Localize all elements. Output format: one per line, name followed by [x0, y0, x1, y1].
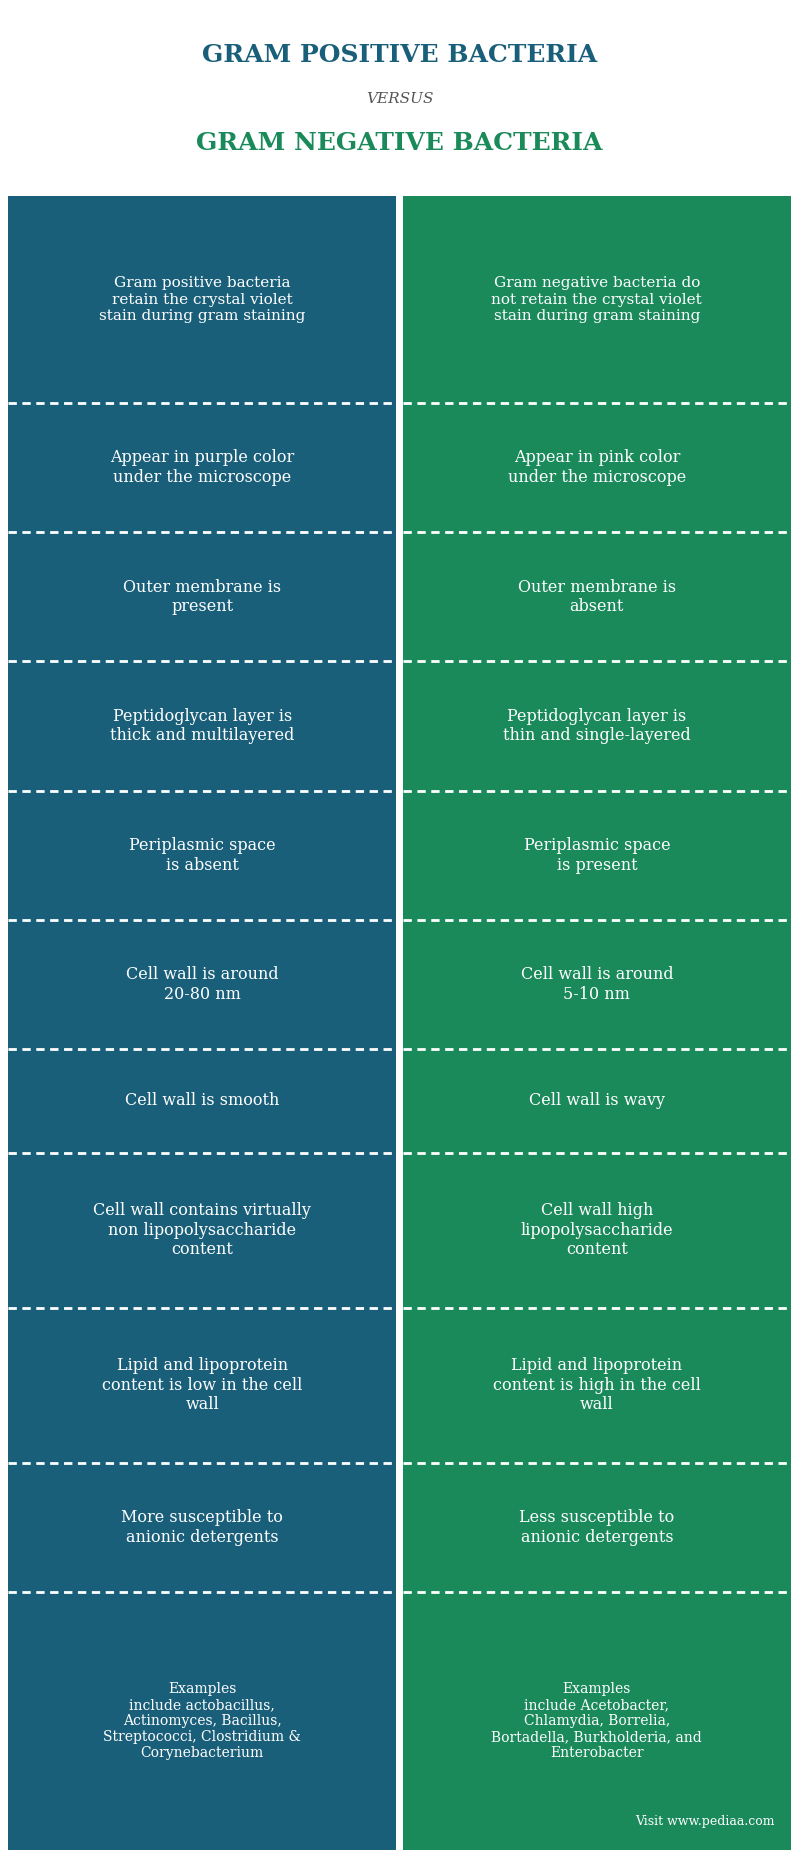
Text: Outer membrane is
present: Outer membrane is present — [123, 579, 281, 615]
Bar — [8, 662, 396, 791]
Text: VERSUS: VERSUS — [366, 92, 433, 105]
Bar — [8, 1049, 396, 1153]
Text: Examples
include Acetobacter,
Chlamydia, Borrelia,
Bortadella, Burkholderia, and: Examples include Acetobacter, Chlamydia,… — [491, 1682, 702, 1761]
Text: Examples
include actobacillus,
Actinomyces, Bacillus,
Streptococci, Clostridium : Examples include actobacillus, Actinomyc… — [103, 1682, 301, 1761]
Bar — [403, 1153, 791, 1308]
Text: Outer membrane is
absent: Outer membrane is absent — [518, 579, 676, 615]
Text: Peptidoglycan layer is
thick and multilayered: Peptidoglycan layer is thick and multila… — [110, 708, 294, 744]
Text: Peptidoglycan layer is
thin and single-layered: Peptidoglycan layer is thin and single-l… — [503, 708, 690, 744]
Text: Cell wall high
lipopolysaccharide
content: Cell wall high lipopolysaccharide conten… — [520, 1202, 674, 1258]
Bar — [8, 1308, 396, 1463]
Bar — [403, 1592, 791, 1850]
Bar — [403, 404, 791, 533]
Bar — [403, 1463, 791, 1592]
Bar — [8, 1592, 396, 1850]
Text: Gram positive bacteria
retain the crystal violet
stain during gram staining: Gram positive bacteria retain the crysta… — [99, 277, 305, 323]
Text: Cell wall is wavy: Cell wall is wavy — [529, 1091, 665, 1110]
Text: Gram negative bacteria do
not retain the crystal violet
stain during gram staini: Gram negative bacteria do not retain the… — [491, 277, 702, 323]
Text: More susceptible to
anionic detergents: More susceptible to anionic detergents — [121, 1508, 283, 1546]
Text: Lipid and lipoprotein
content is low in the cell
wall: Lipid and lipoprotein content is low in … — [102, 1357, 302, 1413]
Bar — [403, 1308, 791, 1463]
Text: Periplasmic space
is absent: Periplasmic space is absent — [129, 837, 276, 873]
Bar — [8, 1463, 396, 1592]
Bar — [403, 1049, 791, 1153]
Text: Periplasmic space
is present: Periplasmic space is present — [523, 837, 670, 873]
Bar — [8, 791, 396, 920]
Text: Appear in purple color
under the microscope: Appear in purple color under the microsc… — [110, 449, 294, 486]
Text: GRAM NEGATIVE BACTERIA: GRAM NEGATIVE BACTERIA — [197, 131, 602, 155]
Bar — [403, 920, 791, 1049]
Text: GRAM POSITIVE BACTERIA: GRAM POSITIVE BACTERIA — [202, 43, 597, 67]
Bar — [403, 662, 791, 791]
Text: Less susceptible to
anionic detergents: Less susceptible to anionic detergents — [519, 1508, 674, 1546]
Bar — [8, 533, 396, 662]
Text: Appear in pink color
under the microscope: Appear in pink color under the microscop… — [507, 449, 686, 486]
Bar — [8, 1153, 396, 1308]
Text: Visit www.pediaa.com: Visit www.pediaa.com — [635, 1815, 775, 1828]
Text: Cell wall is around
20-80 nm: Cell wall is around 20-80 nm — [125, 966, 279, 1004]
Text: Cell wall is around
5-10 nm: Cell wall is around 5-10 nm — [520, 966, 674, 1004]
Bar — [403, 791, 791, 920]
Text: Cell wall contains virtually
non lipopolysaccharide
content: Cell wall contains virtually non lipopol… — [93, 1202, 311, 1258]
Bar — [8, 404, 396, 533]
Bar — [403, 533, 791, 662]
Bar — [8, 920, 396, 1049]
Text: Lipid and lipoprotein
content is high in the cell
wall: Lipid and lipoprotein content is high in… — [493, 1357, 701, 1413]
Bar — [403, 196, 791, 404]
Text: Cell wall is smooth: Cell wall is smooth — [125, 1091, 280, 1110]
Bar — [8, 196, 396, 404]
